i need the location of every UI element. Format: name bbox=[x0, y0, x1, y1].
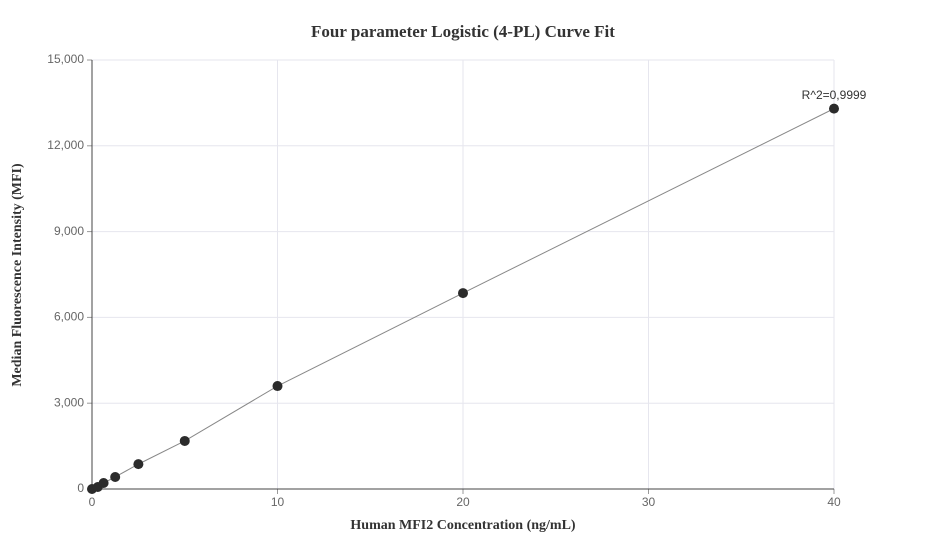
annotation: R^2=0,9999 bbox=[802, 88, 867, 102]
y-axis-label: Median Fluorescence Intensity (MFI) bbox=[10, 163, 25, 387]
data-point bbox=[98, 477, 109, 488]
x-tick-label: 20 bbox=[456, 495, 470, 509]
data-point bbox=[829, 103, 839, 114]
y-tick-label: 6,000 bbox=[54, 310, 84, 324]
y-tick-label: 12,000 bbox=[47, 138, 84, 152]
x-tick-label: 30 bbox=[642, 495, 656, 509]
data-point bbox=[133, 459, 144, 470]
data-point bbox=[272, 381, 283, 392]
chart-title: Four parameter Logistic (4-PL) Curve Fit bbox=[311, 22, 615, 41]
y-tick-label: 15,000 bbox=[47, 52, 84, 66]
x-tick-label: 40 bbox=[827, 495, 841, 509]
data-point bbox=[110, 471, 121, 482]
data-point bbox=[179, 435, 190, 446]
y-tick-label: 3,000 bbox=[54, 395, 84, 409]
y-tick-label: 0 bbox=[77, 481, 84, 495]
x-tick-label: 0 bbox=[89, 495, 96, 509]
x-tick-label: 10 bbox=[271, 495, 285, 509]
data-point bbox=[458, 288, 468, 299]
x-axis-label: Human MFI2 Concentration (ng/mL) bbox=[350, 518, 576, 533]
y-tick-label: 9,000 bbox=[54, 224, 84, 238]
